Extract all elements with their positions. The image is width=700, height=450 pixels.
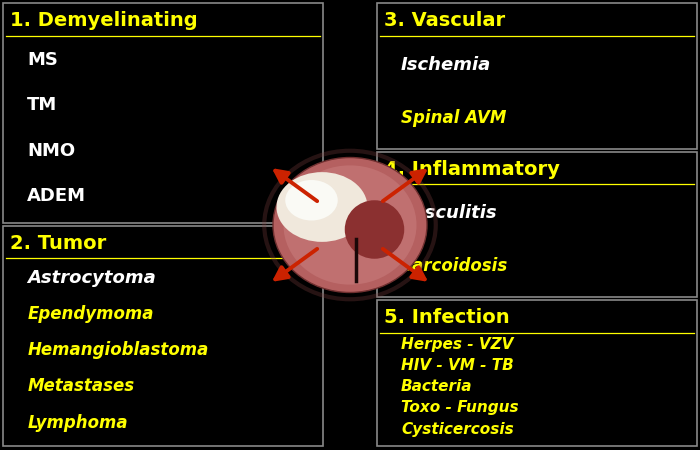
Text: Ependymoma: Ependymoma (27, 305, 154, 323)
Ellipse shape (286, 180, 337, 220)
Text: Hemangioblastoma: Hemangioblastoma (27, 342, 209, 360)
Text: Vasculitis: Vasculitis (401, 204, 498, 222)
Text: MS: MS (27, 51, 58, 69)
Text: NMO: NMO (27, 142, 76, 160)
Bar (3, 226, 323, 446)
Bar (377, 300, 697, 446)
Text: TM: TM (27, 96, 57, 114)
Text: Sarcoidosis: Sarcoidosis (401, 257, 508, 275)
Ellipse shape (273, 158, 427, 292)
Text: Toxo - Fungus: Toxo - Fungus (401, 400, 519, 415)
Text: ADEM: ADEM (27, 187, 86, 205)
Bar (377, 3, 697, 148)
Text: Metastases: Metastases (27, 378, 134, 396)
Bar (377, 152, 697, 297)
Text: 3. Vascular: 3. Vascular (384, 11, 505, 30)
Text: Bacteria: Bacteria (401, 379, 472, 394)
Text: Astrocytoma: Astrocytoma (27, 269, 156, 287)
Text: Spinal AVM: Spinal AVM (401, 109, 507, 127)
Ellipse shape (284, 166, 416, 285)
Text: Cysticercosis: Cysticercosis (401, 422, 514, 436)
Text: 1. Demyelinating: 1. Demyelinating (10, 11, 197, 30)
Text: Lymphoma: Lymphoma (27, 414, 128, 432)
Text: Ischemia: Ischemia (401, 56, 491, 74)
Text: 2. Tumor: 2. Tumor (10, 234, 106, 253)
Ellipse shape (276, 172, 368, 242)
Ellipse shape (344, 200, 405, 259)
Text: Herpes - VZV: Herpes - VZV (401, 337, 514, 352)
Text: 5. Infection: 5. Infection (384, 308, 509, 327)
Text: HIV - VM - TB: HIV - VM - TB (401, 358, 514, 373)
Bar (3, 3, 323, 223)
Text: 4. Inflammatory: 4. Inflammatory (384, 160, 559, 179)
